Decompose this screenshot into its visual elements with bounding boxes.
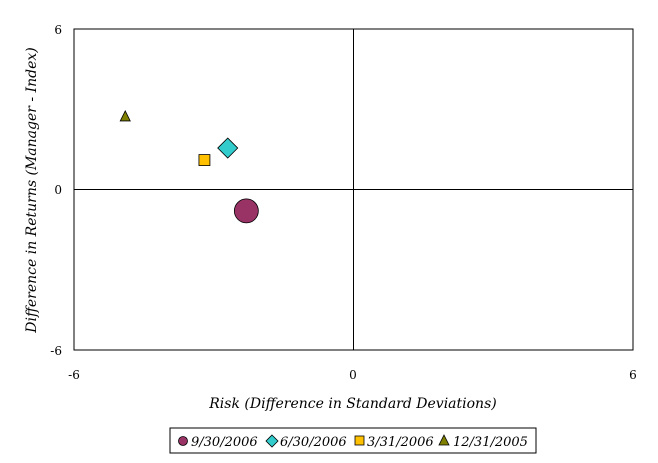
- legend-label-12-31-2005: 12/31/2005: [453, 435, 528, 450]
- data-points: [119, 110, 259, 224]
- y-axis-title: Difference in Returns (Manager - Index): [24, 47, 40, 333]
- x-tick-mid: 0: [349, 368, 357, 382]
- point-diamond-1: [217, 137, 239, 159]
- y-tick-bottom: -6: [50, 344, 62, 358]
- y-tick-top: 6: [54, 23, 62, 37]
- legend[interactable]: 9/30/2006 6/30/2006 3/31/2006 12/31/2005: [169, 427, 537, 454]
- x-axis-title: Risk (Difference in Standard Deviations): [208, 396, 496, 412]
- legend-marker-square: [354, 435, 365, 446]
- legend-marker-triangle: [438, 434, 450, 446]
- point-square-2: [198, 154, 211, 166]
- legend-box: [169, 427, 537, 454]
- point-triangle-3: [119, 110, 131, 122]
- legend-marker-diamond: [265, 434, 279, 448]
- legend-label-6-30-2006: 6/30/2006: [280, 435, 347, 450]
- y-tick-mid: 0: [54, 183, 62, 197]
- legend-marker-circle: [178, 436, 188, 446]
- legend-label-3-31-2006: 3/31/2006: [367, 435, 434, 450]
- x-tick-right: 6: [629, 368, 637, 382]
- x-tick-left: -6: [68, 368, 80, 382]
- point-circle-0: [233, 198, 259, 224]
- legend-label-9-30-2006: 9/30/2006: [191, 435, 258, 450]
